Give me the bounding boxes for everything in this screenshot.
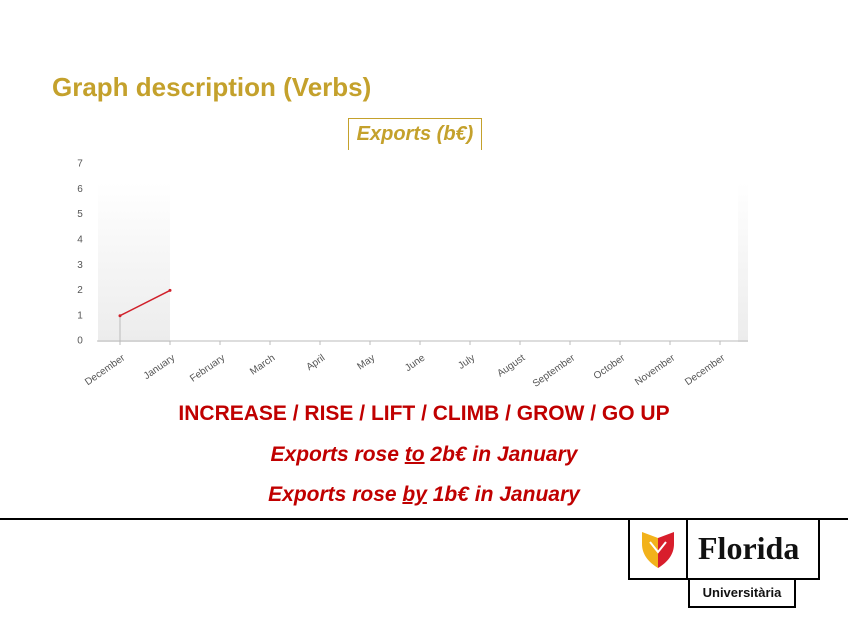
chart: 0 1 2 3 4 5 6 7 December January February March Apri… bbox=[77, 159, 748, 390]
sentence: Exports rose by 1b€ in January bbox=[0, 483, 848, 507]
x-tick-label: April bbox=[305, 353, 328, 373]
sentence-part: 2b€ in January bbox=[424, 443, 578, 466]
sentence-part: Exports rose bbox=[270, 443, 405, 466]
x-tick-label: October bbox=[592, 352, 628, 382]
sentence-part: 1b€ in January bbox=[426, 483, 580, 506]
logo-name: Florida bbox=[698, 530, 800, 566]
x-tick-label: June bbox=[403, 352, 427, 374]
x-tick-label: September bbox=[531, 352, 578, 389]
sentence: Exports rose to 2b€ in January bbox=[0, 443, 848, 467]
y-tick-label: 3 bbox=[77, 260, 83, 271]
plot-shade bbox=[738, 182, 748, 342]
x-tick-label: December bbox=[683, 352, 728, 388]
chart-title: Exports (b€) bbox=[348, 118, 482, 150]
x-tick-label: February bbox=[188, 353, 227, 385]
x-tick-label: December bbox=[83, 352, 128, 388]
line bbox=[119, 289, 171, 317]
y-tick-label: 5 bbox=[77, 209, 83, 220]
logo-shield bbox=[642, 532, 674, 568]
verbs: INCREASE / RISE / LIFT / CLIMB / GROW / … bbox=[178, 402, 670, 425]
y-tick-label: 6 bbox=[77, 184, 83, 195]
sentence-emphasis: to bbox=[404, 443, 425, 466]
plot-shade bbox=[98, 182, 170, 342]
y-tick-label: 0 bbox=[77, 336, 83, 347]
y-tick-label: 4 bbox=[77, 234, 83, 245]
y-tick-label: 7 bbox=[77, 159, 83, 170]
x-tick-label: May bbox=[355, 353, 377, 373]
y-tick-label: 1 bbox=[77, 310, 83, 321]
point bbox=[168, 288, 172, 292]
x-tick-label: July bbox=[456, 353, 477, 372]
logo-sub: Universitària bbox=[688, 578, 796, 608]
y-tick-label: 2 bbox=[77, 285, 83, 296]
sentence-emphasis: by bbox=[402, 483, 427, 506]
x-tick-label: March bbox=[248, 353, 277, 378]
x-tick-label: August bbox=[495, 352, 527, 379]
sentence-part: Exports rose bbox=[268, 483, 403, 506]
point bbox=[118, 314, 122, 318]
slide-title: Graph description (Verbs) bbox=[52, 72, 372, 102]
divider bbox=[0, 518, 848, 520]
x-tick-label: November bbox=[633, 352, 678, 388]
logo-separator bbox=[686, 520, 688, 580]
x-tick-label: January bbox=[142, 353, 177, 382]
